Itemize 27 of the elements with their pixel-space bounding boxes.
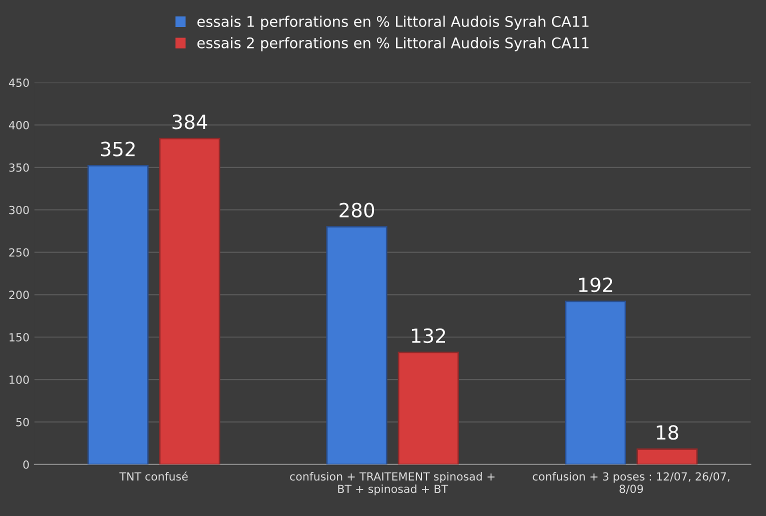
bar bbox=[636, 448, 698, 464]
x-tick-label: confusion + TRAITEMENT spinosad + BT + spinosad + BT bbox=[290, 472, 495, 496]
legend-label: essais 1 perforations en % Littoral Audois Syrah CA11 bbox=[197, 16, 589, 30]
y-tick-label: 250 bbox=[9, 248, 29, 257]
legend-label: essais 2 perforations en % Littoral Audois Syrah CA11 bbox=[197, 37, 589, 52]
y-tick-label: 100 bbox=[10, 376, 29, 384]
y-tick-label: 400 bbox=[8, 120, 29, 130]
data-label: 18 bbox=[656, 425, 678, 440]
x-tick-label: confusion + 3 poses : 12/07, 26/07, 8/09 bbox=[532, 472, 730, 494]
y-tick-label: 150 bbox=[10, 333, 29, 342]
x-tick-label: TNT confusé bbox=[119, 472, 188, 481]
bar bbox=[326, 226, 388, 464]
y-tick-label: 450 bbox=[8, 78, 29, 87]
data-label: 132 bbox=[412, 328, 445, 344]
data-label: 192 bbox=[579, 277, 612, 292]
bar bbox=[159, 138, 220, 464]
y-tick-label: 200 bbox=[9, 290, 29, 300]
data-label: 384 bbox=[172, 114, 208, 130]
bar bbox=[564, 300, 626, 464]
y-tick-label: 0 bbox=[23, 460, 29, 469]
data-label: 280 bbox=[340, 202, 374, 218]
bar bbox=[398, 352, 459, 464]
y-tick-label: 300 bbox=[9, 206, 29, 214]
bar bbox=[87, 165, 149, 464]
data-label: 352 bbox=[100, 142, 135, 156]
y-tick-label: 350 bbox=[9, 163, 29, 172]
y-tick-label: 50 bbox=[16, 418, 29, 426]
